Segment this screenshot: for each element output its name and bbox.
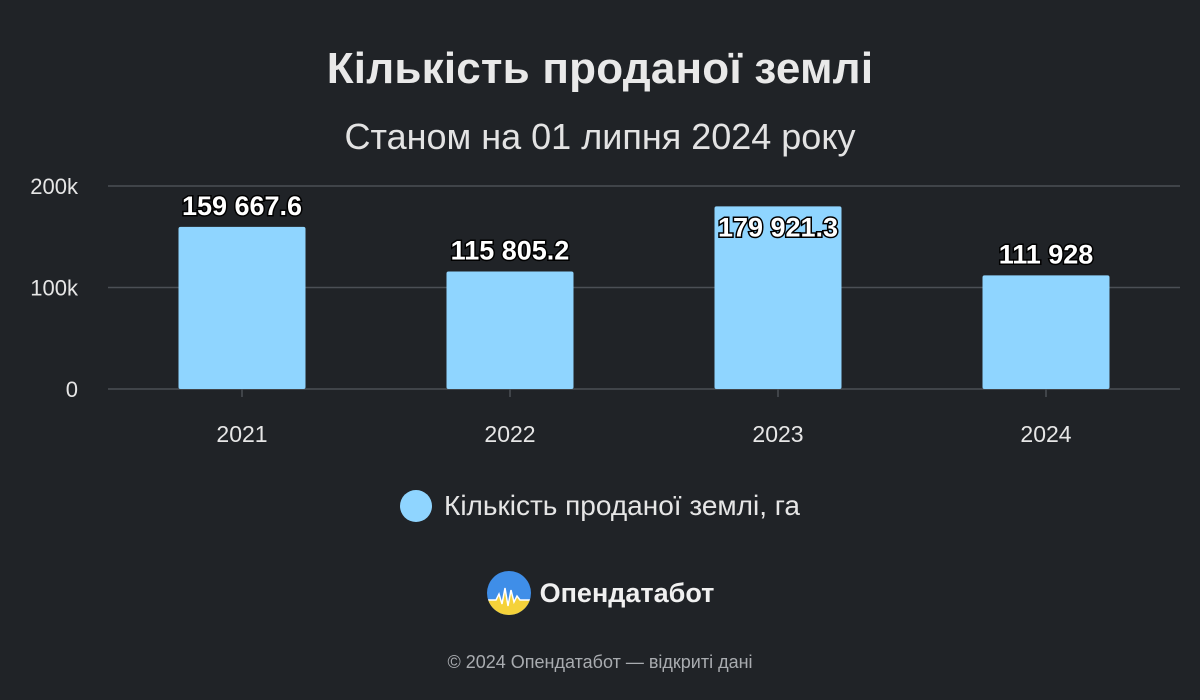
copyright-footer: © 2024 Опендатабот — відкриті дані	[447, 652, 753, 672]
data-label: 111 928	[999, 239, 1094, 269]
bar	[714, 206, 842, 389]
data-label: 159 667.6	[182, 191, 302, 221]
x-tick-label: 2021	[216, 421, 267, 447]
bar-chart: 0 100k 200k 2021 159 667.6 2022 115 805.2 2023 1…	[30, 174, 1180, 447]
bar	[446, 271, 574, 389]
y-tick-label: 0	[66, 377, 78, 402]
chart-subtitle: Станом на 01 липня 2024 року	[344, 116, 856, 157]
chart-legend[interactable]: Кількість проданої землі, га	[0, 490, 1200, 522]
legend-label: Кількість проданої землі, га	[444, 490, 800, 521]
brand-name: Опендатабот	[539, 577, 715, 608]
x-tick-label: 2024	[1020, 421, 1071, 447]
bar	[982, 275, 1110, 389]
data-label: 115 805.2	[451, 235, 570, 265]
legend-swatch	[400, 490, 433, 522]
y-tick-label: 200k	[30, 174, 79, 199]
brand-logo: Опендатабот	[0, 570, 1200, 616]
y-tick-label: 100k	[30, 276, 79, 301]
bar	[178, 226, 306, 389]
opendatabot-logo-icon	[486, 571, 531, 615]
chart-title: Кількість проданої землі	[326, 44, 874, 93]
x-tick-label: 2023	[752, 421, 803, 447]
data-label: 179 921.3	[718, 212, 838, 242]
x-tick-label: 2022	[484, 421, 535, 447]
